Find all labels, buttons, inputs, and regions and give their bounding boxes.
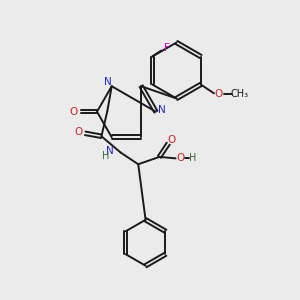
Text: CH₃: CH₃ [230, 89, 249, 99]
Text: O: O [176, 153, 185, 164]
Text: O: O [69, 107, 78, 117]
Text: N: N [158, 105, 166, 115]
Text: F: F [164, 43, 170, 53]
Text: O: O [215, 89, 223, 99]
Text: N: N [104, 77, 112, 87]
Text: H: H [189, 153, 196, 164]
Text: O: O [168, 135, 176, 145]
Text: O: O [75, 127, 83, 137]
Text: H: H [102, 151, 109, 161]
Text: N: N [106, 146, 114, 156]
